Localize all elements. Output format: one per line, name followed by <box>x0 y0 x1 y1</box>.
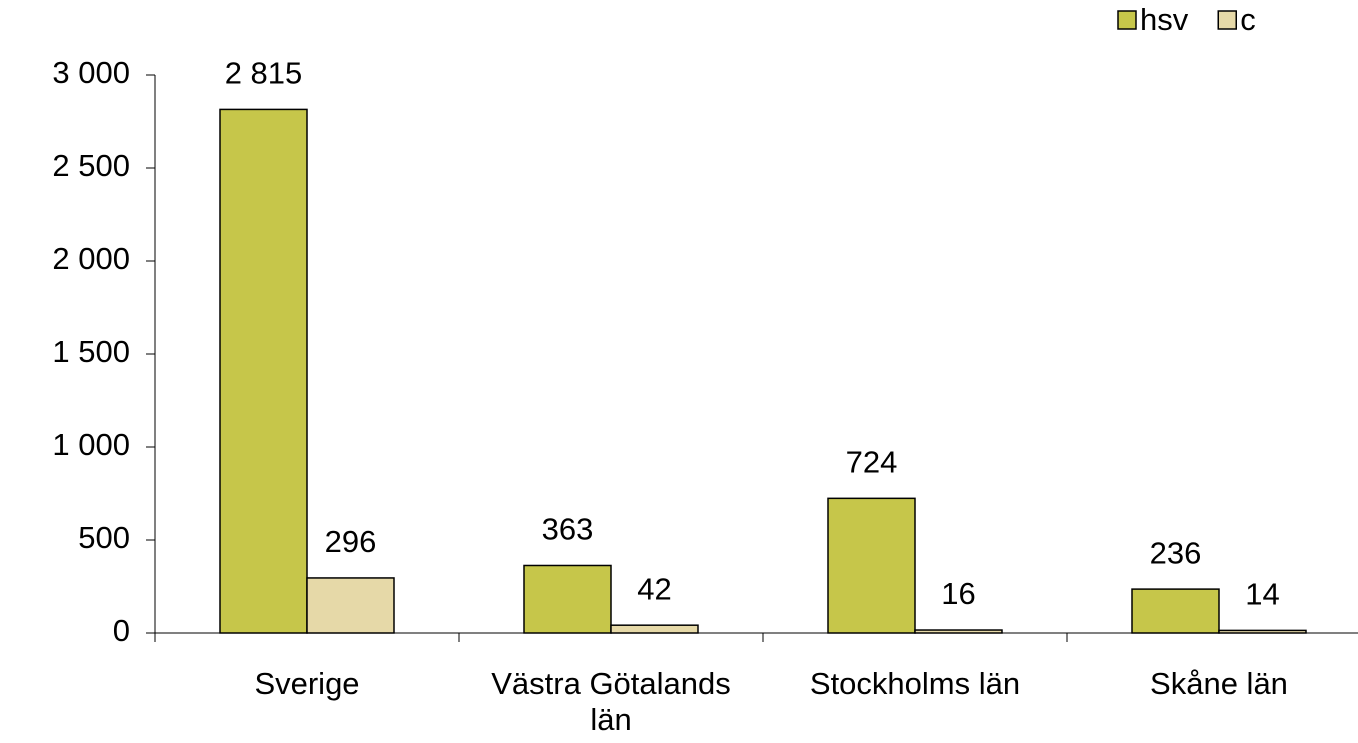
y-tick-label: 1 000 <box>52 427 130 462</box>
bar <box>914 629 1003 634</box>
legend-label: c <box>1240 2 1256 37</box>
bar <box>219 108 308 634</box>
data-label: 2 815 <box>225 56 303 91</box>
bar <box>827 497 916 634</box>
data-label: 363 <box>542 512 594 547</box>
legend-label: hsv <box>1140 2 1189 37</box>
y-tick-label: 2 000 <box>52 241 130 276</box>
x-tick-label: Skåne län <box>1150 666 1288 701</box>
legend-swatch <box>1217 10 1237 30</box>
x-tick-label: Stockholms län <box>809 666 1021 701</box>
data-label: 724 <box>846 445 898 480</box>
bar <box>610 624 699 634</box>
bar <box>306 577 395 634</box>
data-label: 236 <box>1150 535 1202 570</box>
y-tick-label: 0 <box>113 613 130 648</box>
y-tick-label: 2 500 <box>52 148 130 183</box>
x-tick-label: Västra Götalands län <box>491 666 731 737</box>
y-tick-label: 1 500 <box>52 334 130 369</box>
y-tick-label: 3 000 <box>52 55 130 90</box>
x-tick-label: Sverige <box>254 666 360 701</box>
y-tick-label: 500 <box>78 520 130 555</box>
bar <box>1218 629 1307 634</box>
bar <box>1131 588 1220 634</box>
data-label: 16 <box>941 576 975 611</box>
data-label: 14 <box>1245 577 1279 612</box>
legend-swatch <box>1117 10 1137 30</box>
data-label: 296 <box>325 524 377 559</box>
data-label: 42 <box>637 571 671 606</box>
bar <box>523 564 612 634</box>
